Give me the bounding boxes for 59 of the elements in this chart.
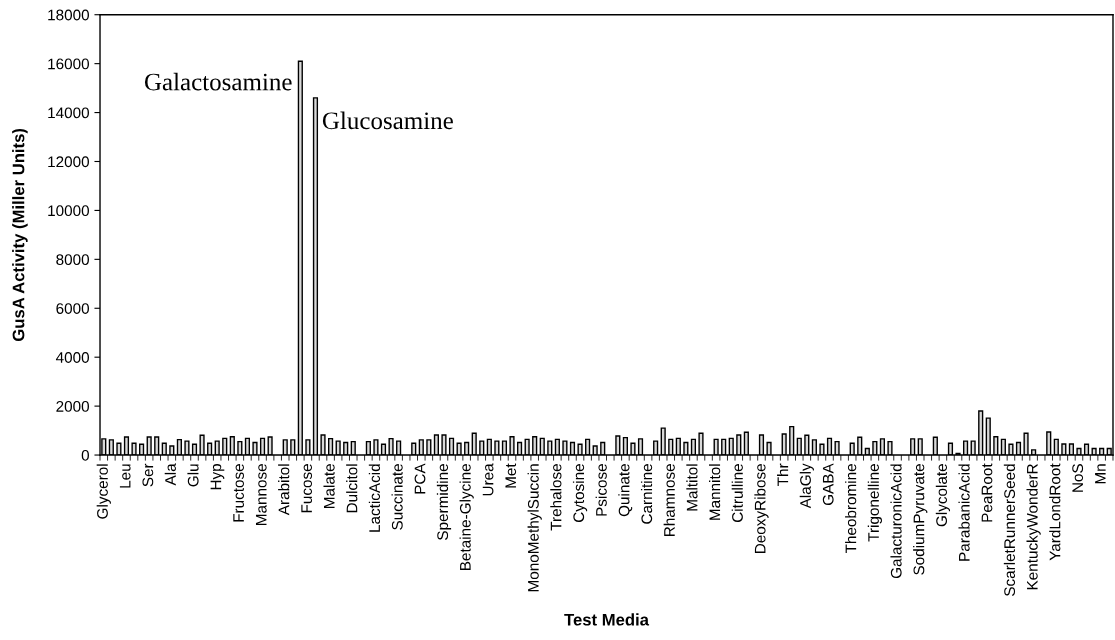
- x-tick-label: Trehalose: [550, 464, 562, 531]
- x-tick-label: Glycerol: [96, 464, 111, 519]
- x-tick-label: Ser: [142, 463, 154, 487]
- x-tick-label: DeoxyRibose: [754, 464, 769, 553]
- y-tick-label: 14000: [48, 107, 90, 119]
- y-tick-label: 6000: [56, 303, 89, 314]
- x-axis-title: Test Media: [564, 613, 650, 626]
- x-tick-label: AlaGly: [799, 463, 814, 509]
- x-tick-label: Glu: [187, 464, 199, 487]
- x-tick-label: Thr: [777, 463, 789, 486]
- x-tick-label: Arabitol: [278, 464, 290, 516]
- x-tick-label: ScarletRunnerSeed: [1003, 464, 1016, 597]
- y-tick-label: 10000: [48, 205, 90, 217]
- x-tick-label: Fructose: [233, 464, 244, 522]
- x-tick-label: ParabanicAcid: [958, 464, 970, 561]
- y-tick-label: 4000: [55, 352, 89, 363]
- x-tick-label: Dulcitol: [346, 464, 358, 513]
- x-tick-label: Succinate: [391, 464, 403, 530]
- x-tick-label: Maltitol: [686, 464, 698, 511]
- x-tick-label: Spermidine: [436, 464, 452, 540]
- x-tick-label: Cytosine: [572, 464, 588, 523]
- x-tick-label: Leu: [119, 464, 131, 488]
- x-tick-label: Hyp: [210, 464, 225, 490]
- x-tick-label: Malate: [323, 464, 335, 508]
- x-tick-label: Mn: [1095, 464, 1106, 484]
- x-tick-label: Theobromine: [845, 464, 857, 554]
- x-tick-label: GABA: [822, 463, 834, 506]
- x-tick-label: NoS: [1072, 464, 1084, 492]
- x-tick-label: Ala: [164, 463, 176, 486]
- x-tick-label: Mannose: [255, 464, 267, 525]
- x-tick-label: Met: [505, 463, 517, 488]
- y-tick-label: 8000: [56, 254, 89, 266]
- x-tick-label: Carnitine: [640, 464, 653, 524]
- y-tick-label: 0: [81, 449, 89, 461]
- x-tick-label: SodiumPyruvate: [913, 464, 928, 575]
- annotation: Galactosamine: [144, 72, 292, 91]
- x-tick-label: Quinate: [618, 464, 633, 517]
- x-tick-label: Betaine-Glycine: [459, 464, 474, 570]
- y-tick-label: 2000: [56, 400, 89, 412]
- x-tick-label: Trigonelline: [867, 464, 882, 542]
- y-axis-title: GusA Activity (Miller Units): [12, 128, 28, 341]
- x-tick-label: Rhamnose: [663, 464, 675, 536]
- x-tick-label: Mannitol: [709, 464, 721, 520]
- y-tick-label: 16000: [48, 58, 90, 70]
- x-tick-label: Fucose: [301, 464, 312, 513]
- x-tick-label: GalacturonicAcid: [890, 464, 902, 579]
- x-tick-label: Urea: [482, 463, 494, 496]
- y-tick-label: 18000: [48, 9, 90, 21]
- x-tick-label: MonoMethylSuccin: [527, 464, 542, 592]
- x-tick-label: PeaRoot: [981, 463, 993, 522]
- x-tick-label: LacticAcid: [368, 464, 381, 532]
- x-tick-label: KentuckyWonderR: [1026, 464, 1041, 590]
- x-tick-label: YardLondRoot: [1049, 463, 1061, 561]
- annotation: Glucosamine: [322, 111, 453, 130]
- x-tick-label: Citrulline: [731, 464, 743, 523]
- x-tick-label: Psicose: [595, 464, 607, 516]
- y-tick-label: 12000: [48, 156, 90, 168]
- x-tick-label: PCA: [414, 463, 426, 494]
- x-tick-label: Glycolate: [935, 464, 951, 527]
